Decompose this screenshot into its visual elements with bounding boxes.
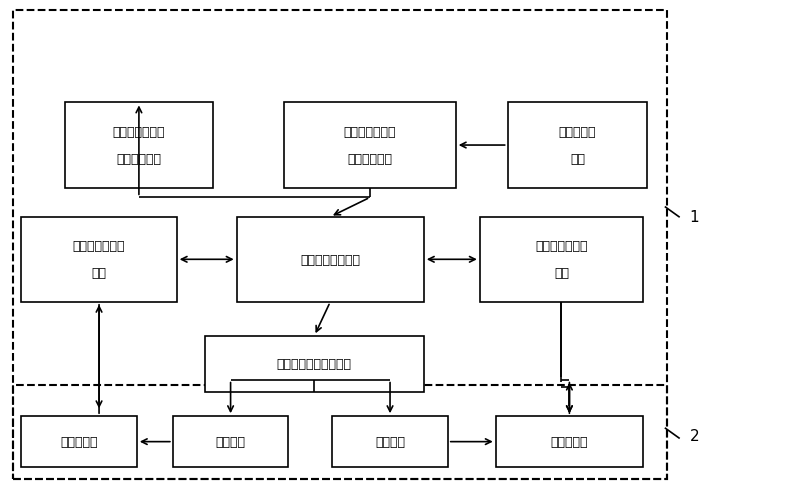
Bar bbox=[496, 416, 643, 467]
Text: 调焦偏流微处理器: 调焦偏流微处理器 bbox=[300, 253, 360, 266]
Text: 偏流编码器: 偏流编码器 bbox=[60, 435, 98, 448]
Text: 双向和拨码: 双向和拨码 bbox=[558, 126, 596, 139]
Bar bbox=[14, 11, 667, 479]
Text: 液晶显示单元: 液晶显示单元 bbox=[117, 153, 162, 166]
Text: 调焦偏流命令与: 调焦偏流命令与 bbox=[344, 126, 396, 139]
Bar bbox=[508, 103, 647, 188]
Text: 调焦编码器: 调焦编码器 bbox=[550, 435, 588, 448]
Text: 调焦偏流电机控制单元: 调焦偏流电机控制单元 bbox=[277, 358, 352, 370]
Text: 调焦编码器通讯: 调焦编码器通讯 bbox=[535, 240, 588, 253]
Text: 偏流机构: 偏流机构 bbox=[215, 435, 246, 448]
Bar bbox=[332, 416, 448, 467]
Bar bbox=[22, 416, 137, 467]
Text: 1: 1 bbox=[690, 210, 699, 225]
Bar bbox=[22, 217, 177, 302]
Text: 偏流编码器通讯: 偏流编码器通讯 bbox=[73, 240, 126, 253]
Bar bbox=[14, 385, 667, 479]
Bar bbox=[65, 103, 213, 188]
Text: 2: 2 bbox=[690, 428, 699, 443]
Text: 开关: 开关 bbox=[570, 153, 585, 166]
Text: 单元: 单元 bbox=[554, 267, 569, 280]
Text: 系统状态与参数: 系统状态与参数 bbox=[113, 126, 165, 139]
Bar bbox=[285, 103, 456, 188]
Text: 控制参数单元: 控制参数单元 bbox=[348, 153, 393, 166]
Text: 调焦机构: 调焦机构 bbox=[375, 435, 405, 448]
Bar bbox=[173, 416, 288, 467]
Bar bbox=[237, 217, 424, 302]
Bar bbox=[480, 217, 643, 302]
Text: 单元: 单元 bbox=[91, 267, 106, 280]
Bar bbox=[205, 336, 424, 392]
